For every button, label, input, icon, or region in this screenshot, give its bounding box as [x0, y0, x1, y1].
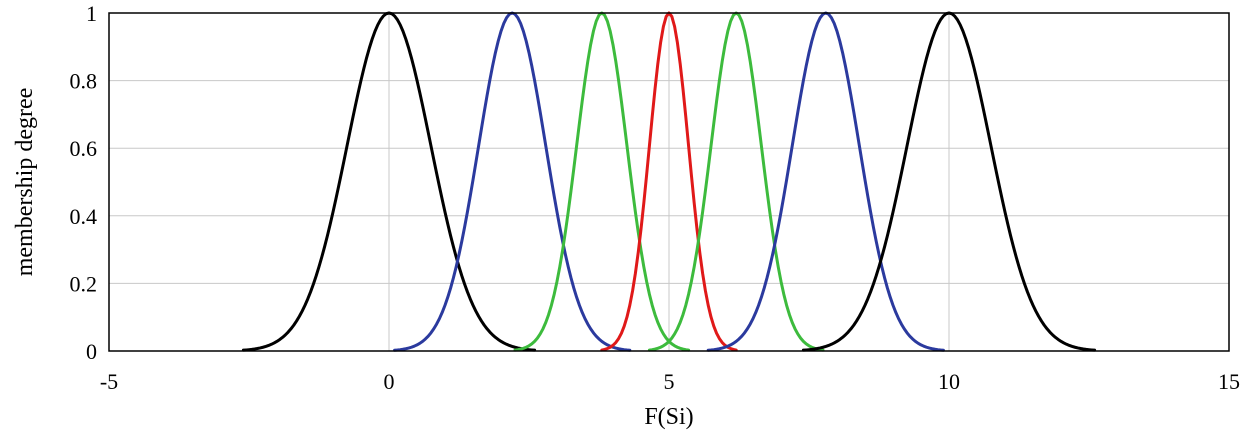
y-tick-label: 0.2 — [70, 271, 98, 296]
y-tick-label: 1 — [86, 1, 97, 26]
y-tick-label: 0.4 — [70, 204, 98, 229]
y-tick-label: 0 — [86, 339, 97, 364]
series-line-6 — [706, 11, 945, 352]
x-tick-labels: -5 0 5 10 15 — [100, 369, 1240, 394]
y-tick-labels: 0 0.2 0.4 0.6 0.8 1 — [70, 1, 98, 364]
x-tick-label: -5 — [100, 369, 118, 394]
series-line-2 — [393, 11, 632, 352]
x-tick-label: 5 — [664, 369, 675, 394]
x-axis-label: F(Si) — [644, 404, 693, 430]
x-tick-label: 10 — [938, 369, 960, 394]
y-tick-label: 0.6 — [70, 136, 98, 161]
y-axis-label: membership degree — [12, 88, 38, 277]
grid — [108, 12, 1230, 352]
x-tick-label: 0 — [384, 369, 395, 394]
plot-frame — [108, 12, 1230, 352]
x-tick-label: 15 — [1218, 369, 1240, 394]
y-tick-label: 0.8 — [70, 69, 98, 94]
series-line-5 — [647, 11, 825, 352]
series-line-3 — [513, 11, 691, 352]
